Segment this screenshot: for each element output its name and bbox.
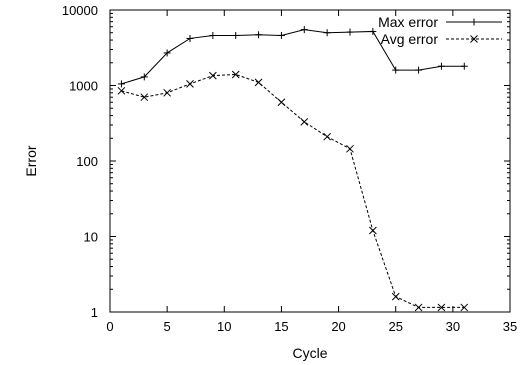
marker-stroke — [460, 303, 469, 312]
data-point-max-error — [460, 62, 468, 70]
data-point-avg-error — [391, 292, 400, 301]
y-axis-title: Error — [23, 145, 39, 176]
marker-stroke — [437, 303, 446, 312]
data-point-max-error — [346, 28, 354, 36]
data-point-avg-error — [300, 117, 309, 126]
marker-stroke — [209, 71, 217, 80]
data-point-max-error — [300, 26, 308, 34]
marker-stroke — [186, 80, 194, 88]
data-point-max-error — [140, 73, 148, 81]
y-tick-label: 10000 — [62, 3, 98, 18]
data-point-max-error — [163, 49, 171, 57]
legend-label-avg-error: Avg error — [381, 31, 439, 47]
data-point-max-error — [117, 80, 125, 88]
marker-stroke — [231, 70, 240, 79]
data-point-avg-error — [186, 80, 194, 88]
marker-stroke — [300, 117, 309, 126]
data-point-avg-error — [231, 70, 240, 79]
data-point-max-error — [209, 31, 217, 39]
x-tick-label: 35 — [503, 319, 517, 334]
legend-marker-avg-error — [470, 35, 478, 43]
y-tick-label: 10 — [84, 230, 98, 245]
data-point-max-error — [392, 66, 400, 74]
data-point-avg-error — [163, 88, 171, 97]
marker-stroke — [470, 35, 478, 43]
data-point-avg-error — [460, 303, 469, 312]
marker-stroke — [163, 88, 171, 97]
data-point-max-error — [437, 62, 445, 70]
data-point-avg-error — [437, 303, 446, 312]
data-point-max-error — [255, 31, 263, 39]
series-layer — [117, 26, 469, 312]
series-line-max-error — [121, 29, 465, 85]
data-point-avg-error — [346, 144, 354, 153]
data-point-max-error — [415, 66, 423, 74]
data-point-avg-error — [209, 71, 217, 80]
x-tick-label: 5 — [164, 319, 171, 334]
data-point-max-error — [323, 29, 331, 37]
y-tick-label: 1 — [91, 305, 98, 320]
data-point-max-error — [186, 34, 194, 42]
x-tick-label: 10 — [217, 319, 231, 334]
data-point-avg-error — [414, 303, 423, 312]
legend-label-max-error: Max error — [378, 14, 438, 30]
x-tick-label: 25 — [388, 319, 402, 334]
marker-stroke — [254, 78, 263, 87]
marker-stroke — [346, 144, 354, 153]
marker-stroke — [117, 86, 126, 95]
data-point-avg-error — [117, 86, 126, 95]
marker-stroke — [414, 303, 423, 312]
plot-frame — [109, 9, 511, 313]
data-point-avg-error — [277, 98, 286, 107]
y-tick-label: 1000 — [69, 79, 98, 94]
x-tick-label: 30 — [446, 319, 460, 334]
data-point-max-error — [369, 27, 377, 35]
x-axis-title: Cycle — [292, 345, 327, 361]
series-line-avg-error — [121, 73, 465, 308]
marker-stroke — [277, 98, 286, 107]
marker-stroke — [140, 93, 149, 102]
x-tick-label: 15 — [274, 319, 288, 334]
x-tick-label: 0 — [106, 319, 113, 334]
data-point-max-error — [277, 31, 285, 39]
y-tick-label: 100 — [76, 154, 98, 169]
marker-stroke — [369, 226, 377, 235]
legend-marker-max-error — [470, 18, 478, 26]
ticks-layer: 0 5 10 15 20 25 30 35 1 10 100 1000 10000 — [62, 3, 517, 334]
data-point-avg-error — [140, 93, 149, 102]
x-tick-label: 20 — [331, 319, 345, 334]
data-point-max-error — [232, 31, 240, 39]
data-point-avg-error — [369, 226, 377, 235]
data-point-avg-error — [323, 132, 331, 141]
data-point-avg-error — [254, 78, 263, 87]
marker-stroke — [391, 292, 400, 301]
marker-stroke — [323, 132, 331, 141]
